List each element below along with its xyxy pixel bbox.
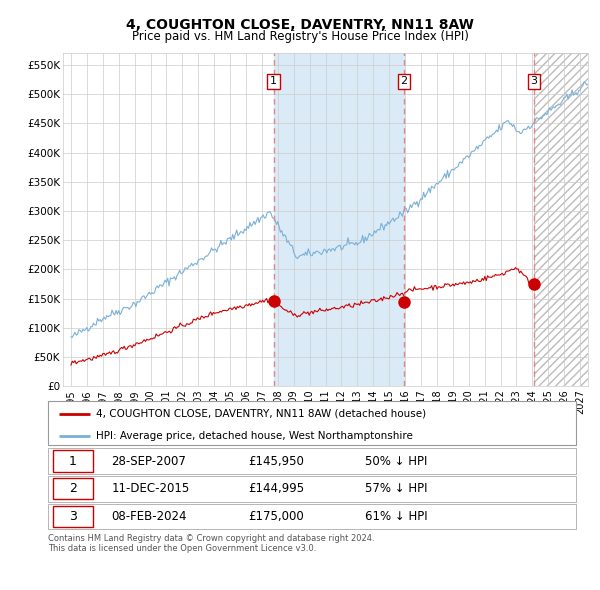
Bar (53, 478, 93, 500)
Text: HPI: Average price, detached house, West Northamptonshire: HPI: Average price, detached house, West… (95, 431, 412, 441)
Text: 11-DEC-2015: 11-DEC-2015 (112, 482, 190, 496)
Text: £145,950: £145,950 (248, 454, 305, 468)
Text: Contains HM Land Registry data © Crown copyright and database right 2024.
This d: Contains HM Land Registry data © Crown c… (48, 534, 374, 553)
Text: 08-FEB-2024: 08-FEB-2024 (112, 510, 187, 523)
Bar (534, 53, 588, 386)
Text: 4, COUGHTON CLOSE, DAVENTRY, NN11 8AW (detached house): 4, COUGHTON CLOSE, DAVENTRY, NN11 8AW (d… (95, 409, 425, 418)
Text: 57% ↓ HPI: 57% ↓ HPI (365, 482, 427, 496)
Bar (53, 450, 93, 472)
Text: 1: 1 (69, 454, 77, 468)
Text: 2: 2 (69, 482, 77, 496)
Text: 4, COUGHTON CLOSE, DAVENTRY, NN11 8AW: 4, COUGHTON CLOSE, DAVENTRY, NN11 8AW (126, 18, 474, 32)
Text: Price paid vs. HM Land Registry's House Price Index (HPI): Price paid vs. HM Land Registry's House … (131, 30, 469, 43)
Bar (53, 506, 93, 527)
Text: 3: 3 (530, 77, 538, 86)
Text: £175,000: £175,000 (248, 510, 304, 523)
Text: 61% ↓ HPI: 61% ↓ HPI (365, 510, 427, 523)
Text: 2: 2 (401, 77, 408, 86)
Bar (274, 53, 404, 386)
Text: 50% ↓ HPI: 50% ↓ HPI (365, 454, 427, 468)
Text: 1: 1 (270, 77, 277, 86)
Text: £144,995: £144,995 (248, 482, 305, 496)
Text: 28-SEP-2007: 28-SEP-2007 (112, 454, 186, 468)
Text: 3: 3 (69, 510, 77, 523)
